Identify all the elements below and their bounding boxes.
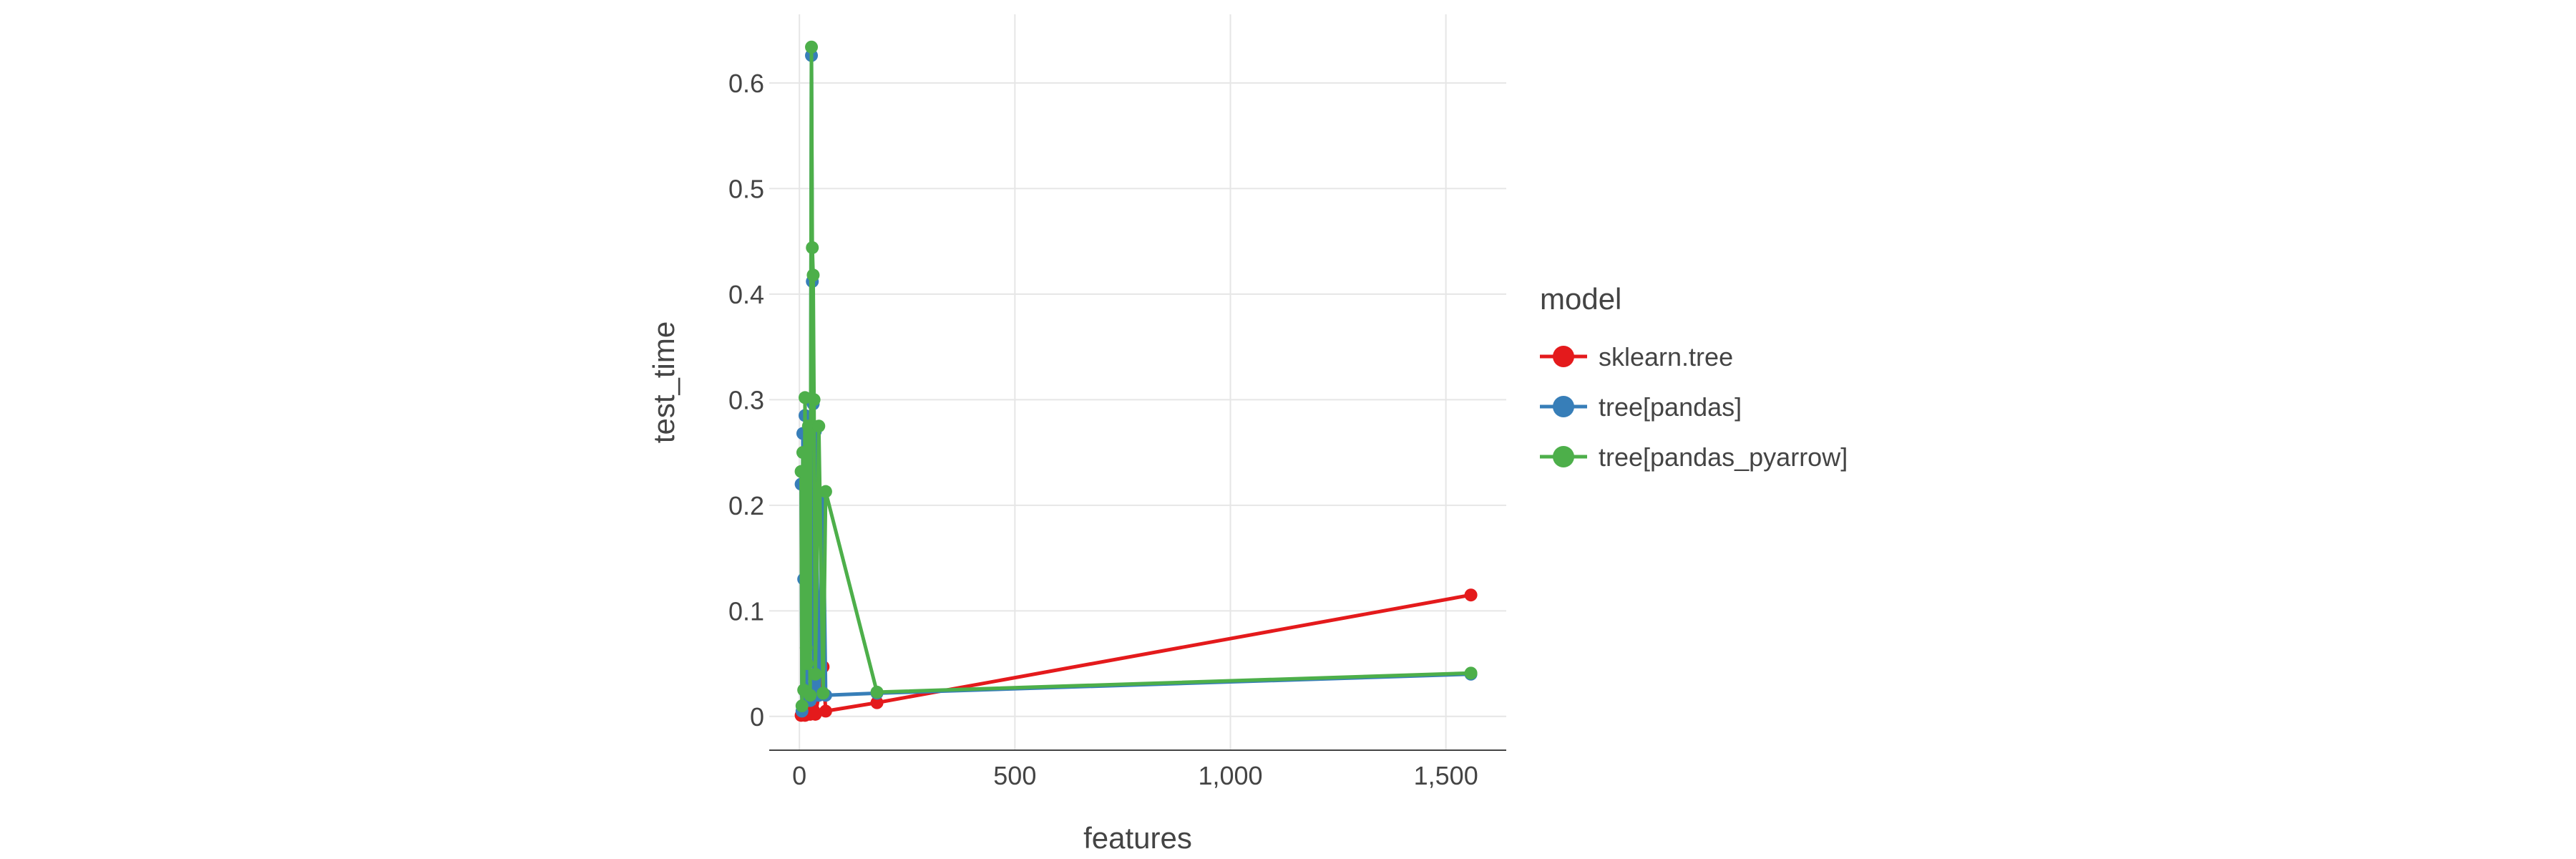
y-axis-title: test_time (647, 321, 680, 443)
legend-label: sklearn.tree (1599, 342, 1733, 372)
y-tick-label: 0.1 (728, 596, 764, 626)
legend-items: sklearn.tree tree[pandas] tree[pandas_pyar… (1540, 342, 1848, 472)
y-tick-label: 0 (750, 702, 764, 732)
x-tick-label: 1,000 (1198, 761, 1262, 790)
data-point (799, 641, 813, 654)
x-axis-title: features (1083, 821, 1192, 855)
data-point (806, 268, 820, 282)
tick-labels: 0 500 1,000 1,500 0 0.1 0.2 0.3 0.4 0.5 0.6 (728, 69, 1478, 790)
legend-item: sklearn.tree (1540, 342, 1733, 372)
y-tick-label: 0.4 (728, 280, 764, 309)
series-tree[pandas_pyarrow] (794, 40, 1478, 713)
data-point (819, 485, 832, 498)
x-tick-label: 1,500 (1414, 761, 1478, 790)
data-point (795, 699, 809, 713)
legend-item: tree[pandas] (1540, 392, 1742, 422)
data-point (806, 241, 819, 254)
data-point (812, 419, 826, 433)
y-tick-label: 0.5 (728, 174, 764, 203)
legend-item: tree[pandas_pyarrow] (1540, 442, 1848, 472)
legend-label: tree[pandas_pyarrow] (1599, 442, 1848, 472)
data-point (807, 393, 821, 407)
data-point (819, 704, 832, 718)
data-point (870, 685, 884, 699)
legend-swatch-marker (1553, 346, 1574, 367)
data-point (801, 419, 815, 433)
legend-swatch-marker (1553, 396, 1574, 417)
series-tree[pandas] (794, 49, 1478, 718)
data-point (1464, 588, 1478, 602)
data-point (1464, 666, 1478, 680)
legend-label: tree[pandas] (1599, 392, 1742, 422)
y-tick-label: 0.2 (728, 491, 764, 520)
data-point (794, 465, 808, 478)
series-line (800, 593, 1472, 717)
legend-title: model (1540, 282, 1621, 316)
y-tick-label: 0.6 (728, 69, 764, 98)
data-point (809, 707, 822, 721)
series-sklearn.tree (794, 588, 1478, 722)
data-point (805, 40, 819, 54)
data-point (809, 667, 822, 681)
legend: model sklearn.tree tree[pandas] tree[panda… (1540, 282, 1848, 472)
x-tick-label: 500 (993, 761, 1036, 790)
data-point (804, 689, 817, 702)
series-line (799, 45, 1471, 708)
data-point (870, 696, 884, 709)
legend-swatch-marker (1553, 446, 1574, 467)
grid (769, 14, 1506, 750)
data-point (801, 657, 814, 671)
y-tick-label: 0.3 (728, 385, 764, 414)
data-point (816, 686, 830, 700)
x-tick-label: 0 (792, 761, 806, 790)
data-point (796, 446, 809, 460)
series-layer (794, 40, 1478, 722)
